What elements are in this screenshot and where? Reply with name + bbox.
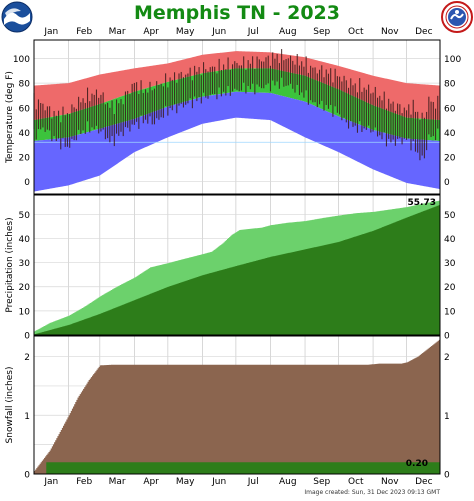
month-tick-label: Nov	[381, 477, 399, 487]
month-tick-label: Dec	[415, 27, 432, 37]
snow-tick-label: 0	[24, 471, 30, 481]
temp-tick-label: 40	[444, 129, 456, 139]
month-tick-label: Mar	[109, 477, 126, 487]
month-tick-label: Dec	[415, 477, 432, 487]
precip-tick-label: 10	[444, 307, 456, 317]
snow-tick-label: 1	[24, 412, 30, 422]
nws-logo-icon	[441, 1, 473, 33]
temp-tick-label: 20	[444, 154, 456, 164]
temp-tick-label: 60	[444, 104, 456, 114]
month-tick-label: Jan	[43, 27, 58, 37]
temp-tick-label: 40	[19, 129, 31, 139]
snow-normal-area	[34, 338, 440, 474]
precip-tick-label: 30	[19, 259, 31, 269]
month-tick-label: Oct	[348, 27, 364, 37]
record-low-band	[34, 91, 440, 192]
month-tick-label: Mar	[109, 27, 126, 37]
month-tick-label: Nov	[381, 27, 399, 37]
month-tick-label: Feb	[76, 27, 92, 37]
chart-title: Memphis TN - 2023	[133, 2, 340, 24]
snow-tick-label: 1	[444, 412, 450, 422]
panel-border	[33, 335, 441, 475]
precip-tick-label: 0	[24, 332, 30, 342]
precip-tick-label: 20	[444, 283, 456, 293]
temp-tick-label: 80	[19, 80, 31, 90]
month-tick-label: Apr	[143, 27, 159, 37]
snow-tick-label: 0	[444, 471, 450, 481]
month-tick-label: Apr	[143, 477, 159, 487]
precip-tick-label: 30	[444, 259, 456, 269]
snow-actual-area	[46, 462, 441, 474]
precip-axis-label: Precipitation (inches)	[5, 217, 15, 312]
month-tick-label: Oct	[348, 477, 364, 487]
precip-tick-label: 10	[19, 307, 31, 317]
temp-tick-label: 0	[24, 178, 30, 188]
month-tick-label: Jul	[247, 477, 259, 487]
precip-tick-label: 0	[444, 332, 450, 342]
precip-tick-label: 50	[19, 211, 31, 221]
precip-total-label: 55.73	[408, 198, 436, 208]
month-tick-label: Jul	[247, 27, 259, 37]
month-tick-label: May	[176, 477, 195, 487]
month-tick-label: Feb	[76, 477, 92, 487]
record-high-band	[34, 51, 440, 121]
temp-tick-label: 60	[19, 104, 31, 114]
precip-tick-label: 50	[444, 211, 456, 221]
temp-tick-label: 20	[19, 154, 31, 164]
temp-tick-label: 0	[444, 178, 450, 188]
month-tick-label: Jan	[43, 477, 58, 487]
month-tick-label: May	[176, 27, 195, 37]
panel-border	[33, 39, 441, 195]
precip-tick-label: 20	[19, 283, 31, 293]
month-tick-label: Aug	[279, 27, 297, 37]
month-tick-label: Sep	[313, 477, 330, 487]
month-tick-label: Sep	[313, 27, 330, 37]
snow-tick-label: 2	[444, 353, 450, 363]
snow-total-label: 0.20	[406, 459, 428, 469]
month-tick-label: Jun	[211, 27, 226, 37]
month-tick-label: Jun	[211, 477, 226, 487]
precip-tick-label: 40	[19, 235, 31, 245]
snow-axis-label: Snowfall (inches)	[5, 367, 15, 444]
precip-tick-label: 40	[444, 235, 456, 245]
month-tick-label: Aug	[279, 477, 297, 487]
panel-border	[33, 194, 441, 336]
temp-axis-label: Temperature (deg F)	[5, 71, 15, 164]
precip-normal-area	[34, 204, 440, 335]
temp-tick-label: 80	[444, 80, 456, 90]
image-timestamp: Image created: Sun, 31 Dec 2023 09:13 GM…	[304, 489, 440, 496]
noaa-logo-icon	[1, 1, 33, 33]
snow-tick-label: 2	[24, 353, 30, 363]
temp-tick-label: 100	[13, 55, 30, 65]
temp-tick-label: 100	[444, 55, 461, 65]
